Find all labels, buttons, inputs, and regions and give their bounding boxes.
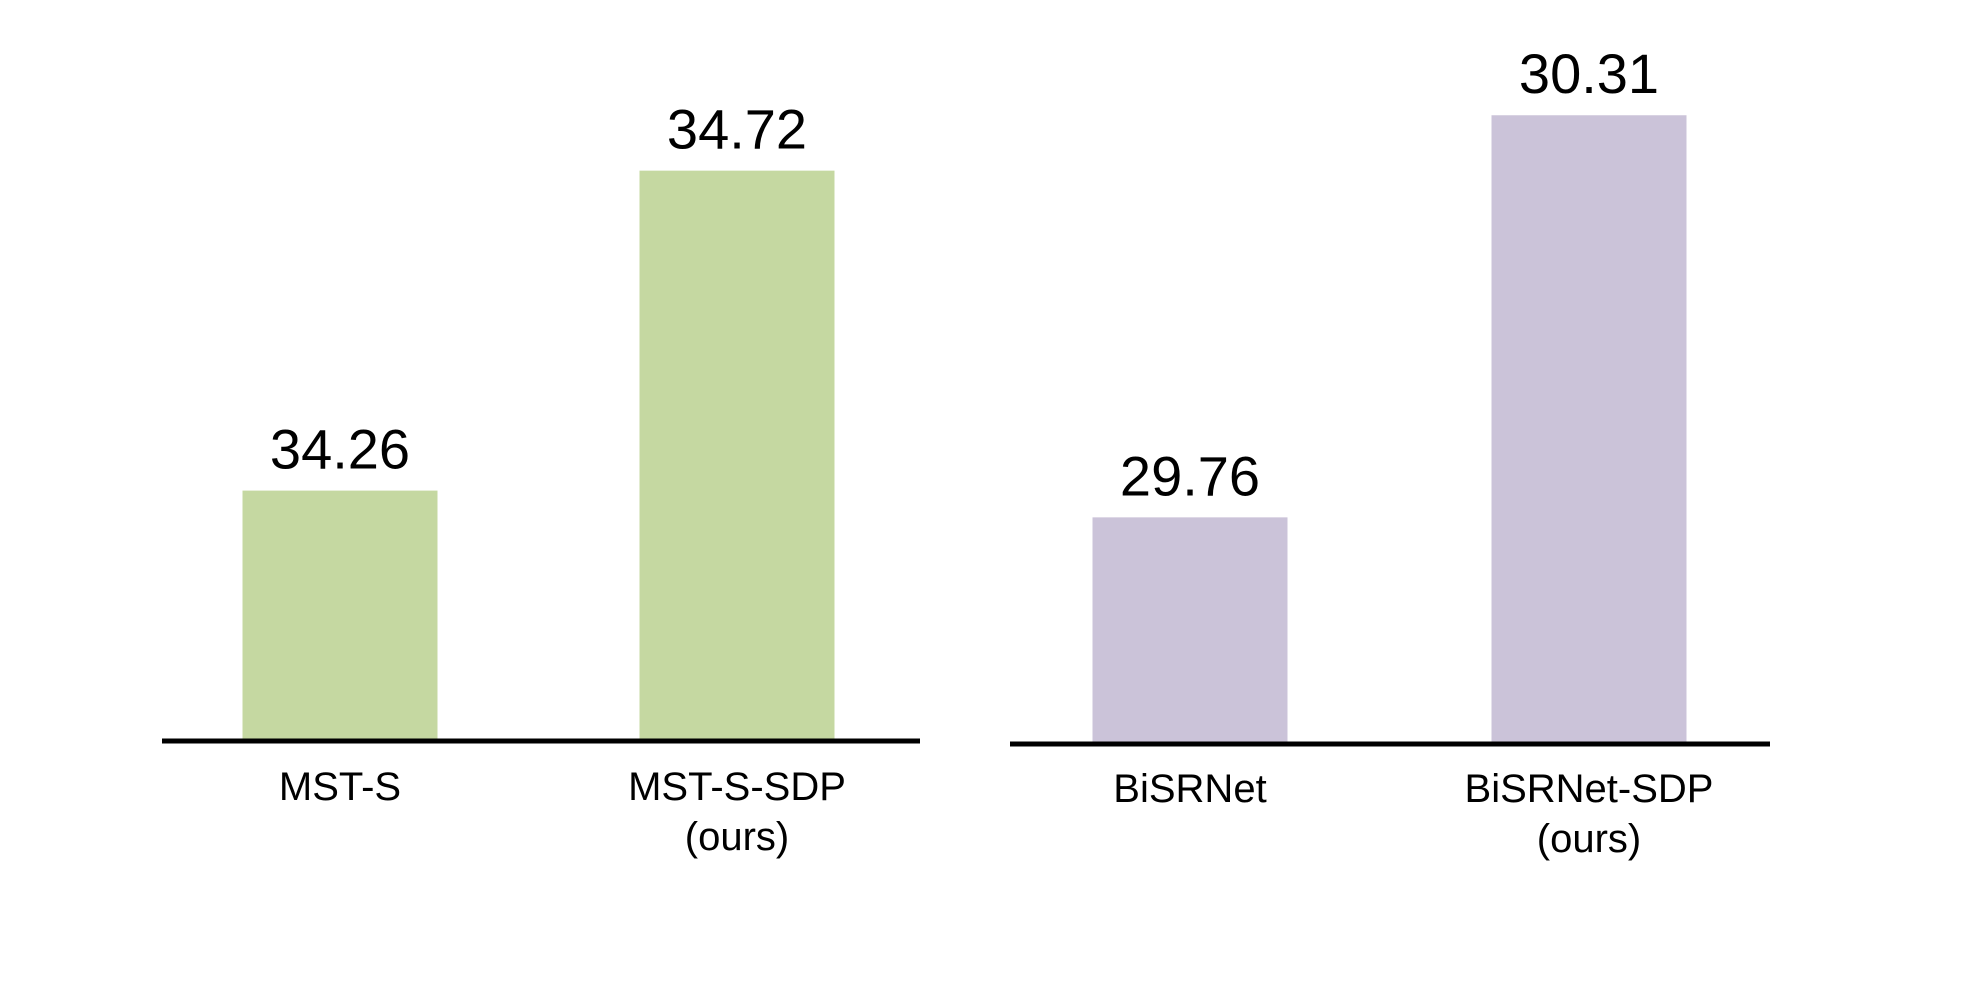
x-tick-label-0-0: MST-S (279, 765, 401, 809)
data-label-0-1: 34.72 (667, 98, 807, 161)
chart-panel-mst: 34.26 MST-S 34.72 MST-S-SDP (ours) (162, 98, 920, 859)
x-tick-label-1-1: BiSRNet-SDP (ours) (1465, 767, 1714, 861)
x-tick-label-0-1: MST-S-SDP (ours) (628, 765, 846, 859)
data-label-1-1: 30.31 (1519, 42, 1659, 105)
bar-1-0 (1092, 517, 1288, 744)
x-tick-label-1-0: BiSRNet (1113, 767, 1266, 811)
bar-1-1 (1491, 115, 1687, 744)
data-label-1-0: 29.76 (1120, 444, 1260, 507)
bar-0-1 (639, 170, 835, 742)
chart-panel-bisrnet: 29.76 BiSRNet 30.31 BiSRNet-SDP (ours) (1010, 42, 1770, 861)
bar-0-0 (242, 490, 438, 741)
data-label-0-0: 34.26 (270, 418, 410, 481)
